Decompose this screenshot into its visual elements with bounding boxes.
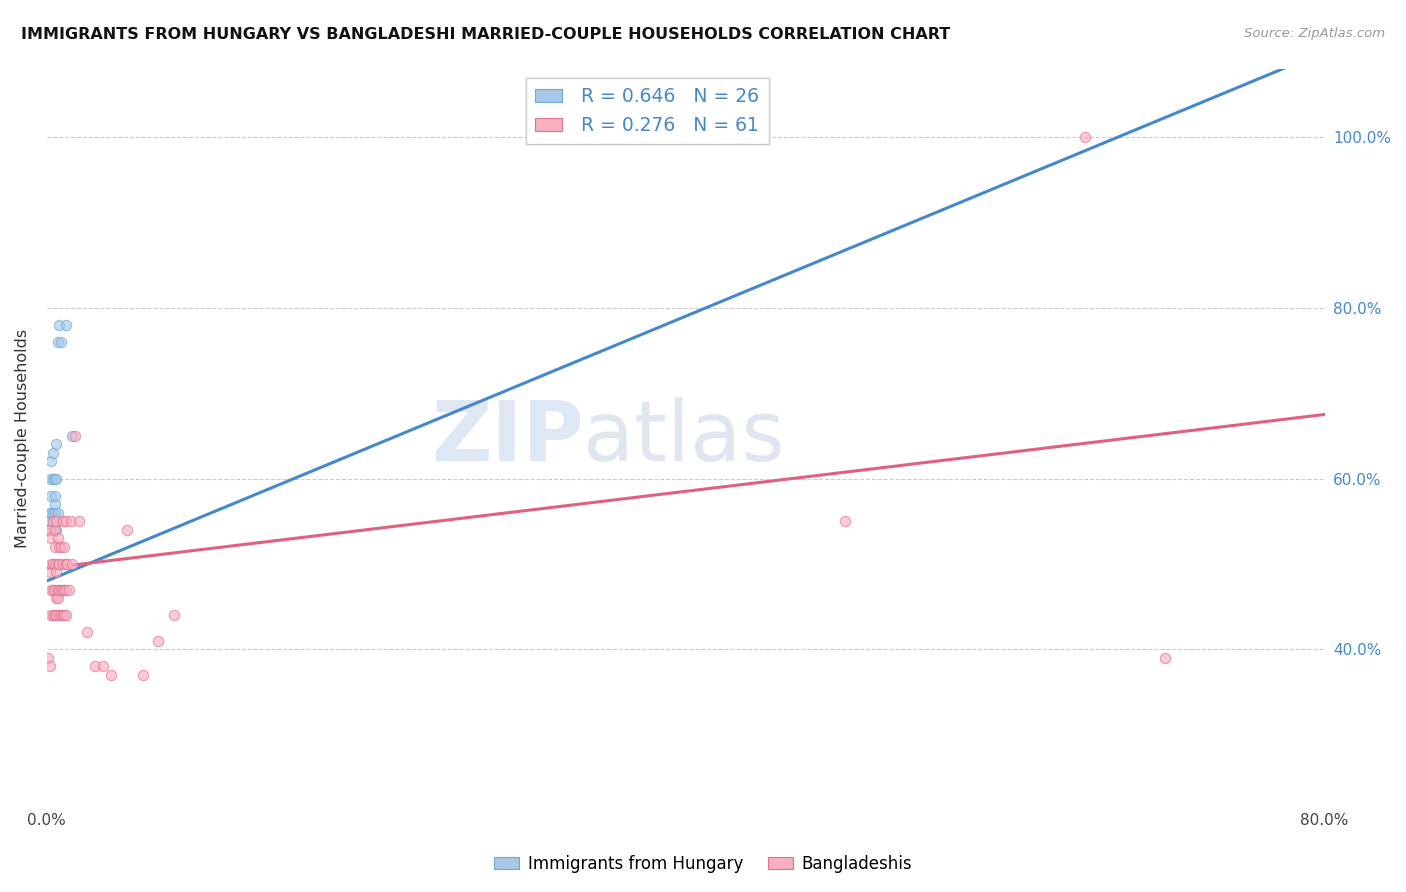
Text: atlas: atlas bbox=[583, 398, 785, 478]
Point bbox=[41, 489, 63, 503]
Point bbox=[44, 506, 66, 520]
Point bbox=[42, 557, 65, 571]
Point bbox=[46, 334, 69, 349]
Point bbox=[44, 608, 66, 623]
Point bbox=[44, 523, 66, 537]
Point bbox=[55, 608, 77, 623]
Point bbox=[44, 557, 66, 571]
Point bbox=[53, 582, 76, 597]
Point bbox=[41, 608, 63, 623]
Point bbox=[44, 471, 66, 485]
Point bbox=[42, 446, 65, 460]
Point bbox=[1154, 651, 1177, 665]
Point bbox=[41, 531, 63, 545]
Legend:   R = 0.646   N = 26,   R = 0.276   N = 61: R = 0.646 N = 26, R = 0.276 N = 61 bbox=[526, 78, 769, 144]
Point bbox=[48, 318, 70, 332]
Point bbox=[41, 506, 63, 520]
Point bbox=[48, 582, 70, 597]
Point bbox=[48, 540, 70, 554]
Point bbox=[115, 523, 138, 537]
Point bbox=[42, 471, 65, 485]
Point bbox=[44, 523, 66, 537]
Point bbox=[834, 514, 856, 528]
Point bbox=[53, 540, 76, 554]
Point bbox=[46, 582, 69, 597]
Point bbox=[42, 523, 65, 537]
Point bbox=[38, 514, 60, 528]
Point bbox=[76, 625, 98, 640]
Point bbox=[52, 582, 75, 597]
Point bbox=[131, 668, 153, 682]
Point bbox=[44, 582, 66, 597]
Point bbox=[41, 582, 63, 597]
Point bbox=[55, 582, 77, 597]
Point bbox=[49, 334, 72, 349]
Point bbox=[42, 506, 65, 520]
Point bbox=[46, 557, 69, 571]
Point bbox=[56, 557, 79, 571]
Point bbox=[38, 506, 60, 520]
Point bbox=[46, 506, 69, 520]
Point bbox=[45, 523, 67, 537]
Point bbox=[44, 540, 66, 554]
Point bbox=[44, 489, 66, 503]
Point bbox=[37, 523, 59, 537]
Point bbox=[1074, 129, 1097, 144]
Point bbox=[53, 608, 76, 623]
Point bbox=[60, 429, 83, 443]
Point bbox=[44, 497, 66, 511]
Point bbox=[49, 608, 72, 623]
Point bbox=[38, 566, 60, 580]
Point bbox=[45, 591, 67, 606]
Point bbox=[38, 523, 60, 537]
Point bbox=[45, 437, 67, 451]
Point bbox=[42, 608, 65, 623]
Text: ZIP: ZIP bbox=[430, 398, 583, 478]
Point bbox=[45, 514, 67, 528]
Point bbox=[59, 514, 82, 528]
Legend: Immigrants from Hungary, Bangladeshis: Immigrants from Hungary, Bangladeshis bbox=[488, 848, 918, 880]
Point bbox=[52, 557, 75, 571]
Point bbox=[60, 557, 83, 571]
Point bbox=[48, 608, 70, 623]
Point bbox=[42, 582, 65, 597]
Point bbox=[163, 608, 186, 623]
Point bbox=[55, 557, 77, 571]
Point bbox=[148, 633, 170, 648]
Y-axis label: Married-couple Households: Married-couple Households bbox=[15, 328, 30, 548]
Point bbox=[45, 514, 67, 528]
Point bbox=[49, 540, 72, 554]
Point bbox=[55, 318, 77, 332]
Point bbox=[45, 566, 67, 580]
Point bbox=[48, 557, 70, 571]
Text: Source: ZipAtlas.com: Source: ZipAtlas.com bbox=[1244, 27, 1385, 40]
Point bbox=[41, 454, 63, 468]
Point bbox=[41, 471, 63, 485]
Point bbox=[37, 651, 59, 665]
Point bbox=[100, 668, 122, 682]
Point bbox=[52, 608, 75, 623]
Point bbox=[55, 514, 77, 528]
Point bbox=[38, 659, 60, 673]
Point bbox=[46, 591, 69, 606]
Point bbox=[46, 531, 69, 545]
Point bbox=[91, 659, 114, 673]
Point bbox=[41, 557, 63, 571]
Point bbox=[83, 659, 105, 673]
Point bbox=[37, 523, 59, 537]
Point bbox=[58, 582, 80, 597]
Text: IMMIGRANTS FROM HUNGARY VS BANGLADESHI MARRIED-COUPLE HOUSEHOLDS CORRELATION CHA: IMMIGRANTS FROM HUNGARY VS BANGLADESHI M… bbox=[21, 27, 950, 42]
Point bbox=[45, 608, 67, 623]
Point bbox=[52, 514, 75, 528]
Point bbox=[67, 514, 90, 528]
Point bbox=[65, 429, 87, 443]
Point bbox=[45, 471, 67, 485]
Point bbox=[49, 582, 72, 597]
Point bbox=[42, 514, 65, 528]
